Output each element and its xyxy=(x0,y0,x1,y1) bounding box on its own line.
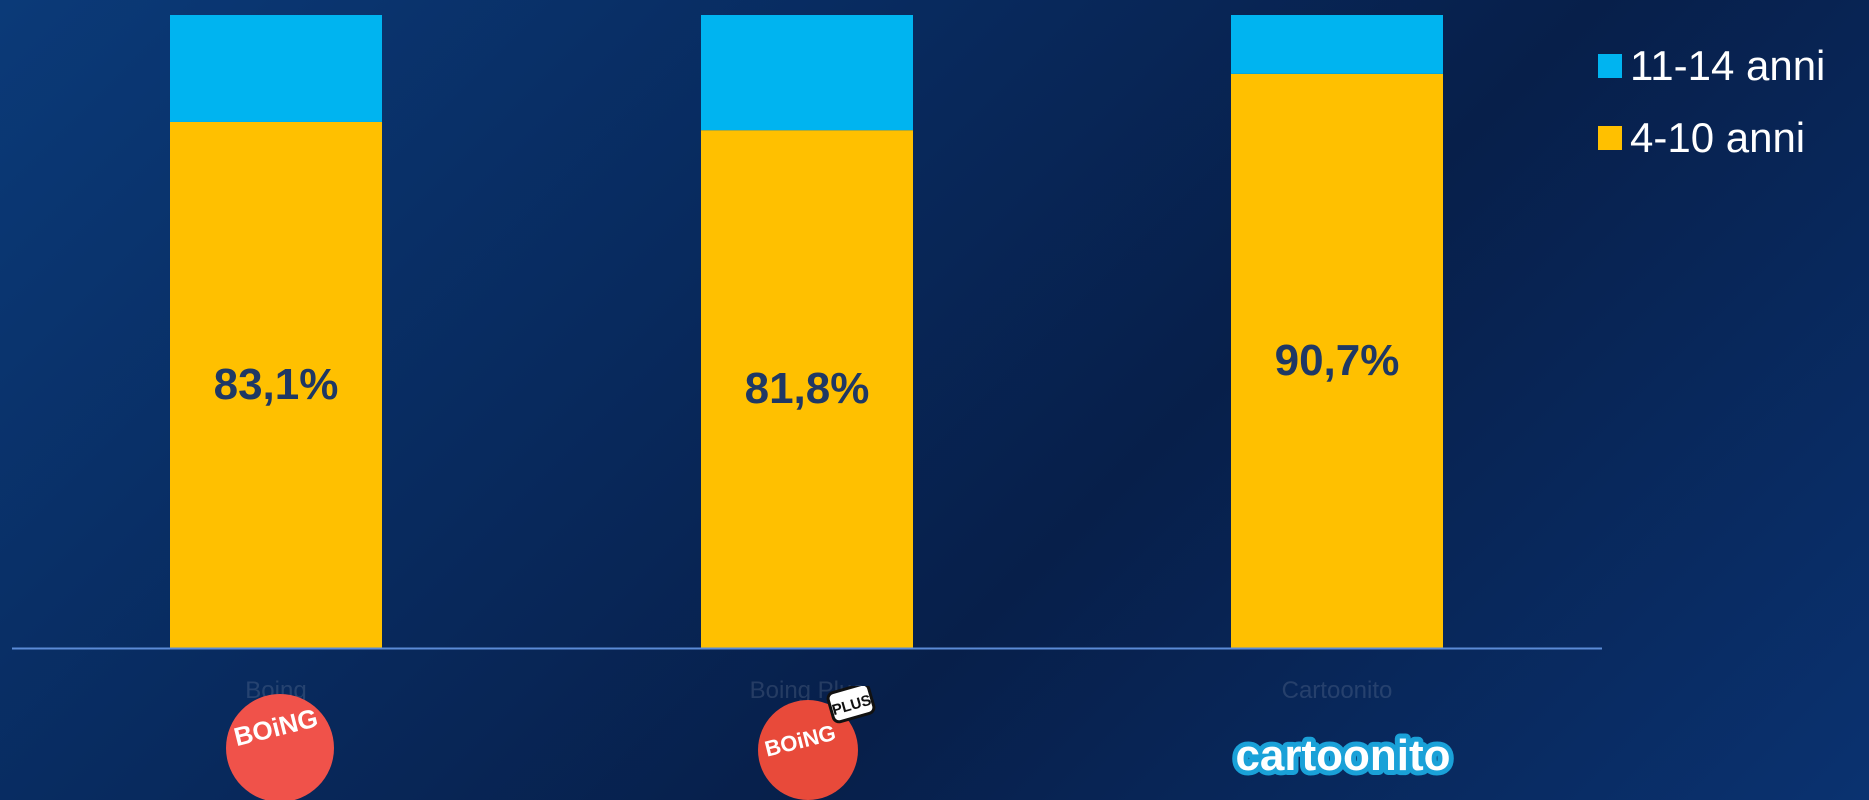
boing-logo-icon: BOiNG xyxy=(226,694,334,800)
cartoonito-logo-icon: cartoonito xyxy=(1230,726,1455,785)
legend-label-11-14: 11-14 anni xyxy=(1630,42,1826,89)
category-label-3: Cartoonito xyxy=(1282,677,1393,704)
bar-4-10-anni-1 xyxy=(170,121,382,649)
bar-4-10-anni-2 xyxy=(701,130,913,648)
boing-plus-logo-icon: BOiNG PLUS xyxy=(758,686,876,800)
data-label-3: 90,7% xyxy=(1275,336,1400,385)
legend-item-4-10: 4-10 anni xyxy=(1598,102,1825,174)
bar-11-14-anni-2 xyxy=(701,15,913,131)
legend-item-11-14: 11-14 anni xyxy=(1598,30,1825,102)
legend-label-4-10: 4-10 anni xyxy=(1630,114,1806,161)
bar-4-10-anni-3 xyxy=(1231,73,1443,648)
data-label-1: 83,1% xyxy=(214,360,339,409)
bar-11-14-anni-1 xyxy=(170,15,382,122)
data-label-2: 81,8% xyxy=(745,364,870,413)
cartoonito-logo-text: cartoonito xyxy=(1235,731,1450,780)
legend-swatch-4-10 xyxy=(1598,126,1622,150)
chart-legend: 11-14 anni 4-10 anni xyxy=(1598,30,1825,174)
legend-swatch-11-14 xyxy=(1598,54,1622,78)
bar-11-14-anni-3 xyxy=(1231,15,1443,74)
